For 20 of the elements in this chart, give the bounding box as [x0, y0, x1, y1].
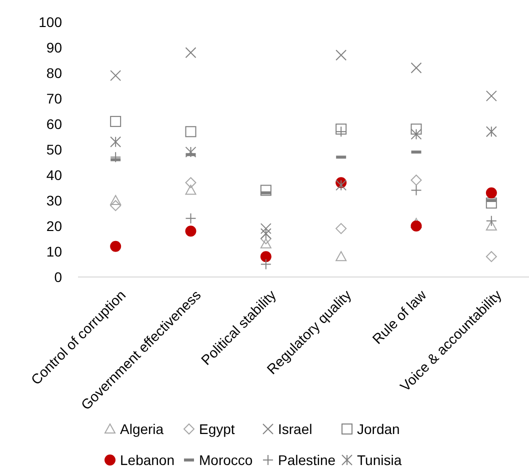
legend-label: Lebanon: [120, 452, 175, 466]
y-tick-label: 30: [46, 192, 62, 208]
legend-label: Palestine: [278, 452, 336, 466]
legend-label: Morocco: [199, 452, 253, 466]
y-tick-label: 40: [46, 166, 62, 183]
legend-label: Tunisia: [357, 452, 402, 466]
legend-label: Israel: [278, 420, 312, 437]
y-tick-label: 100: [38, 14, 62, 30]
y-tick-label: 80: [46, 64, 62, 81]
y-tick-label: 90: [46, 39, 62, 56]
y-tick-label: 0: [54, 268, 62, 285]
x-tick-label: Rule of law: [369, 286, 430, 348]
y-tick-label: 70: [46, 90, 62, 106]
y-tick-label: 50: [46, 141, 62, 158]
legend-label: Egypt: [199, 420, 235, 437]
y-tick-label: 20: [46, 218, 62, 234]
y-tick-label: 60: [46, 116, 62, 132]
legend-label: Algeria: [120, 420, 164, 437]
legend-label: Jordan: [357, 420, 400, 437]
y-tick-label: 10: [46, 243, 62, 260]
